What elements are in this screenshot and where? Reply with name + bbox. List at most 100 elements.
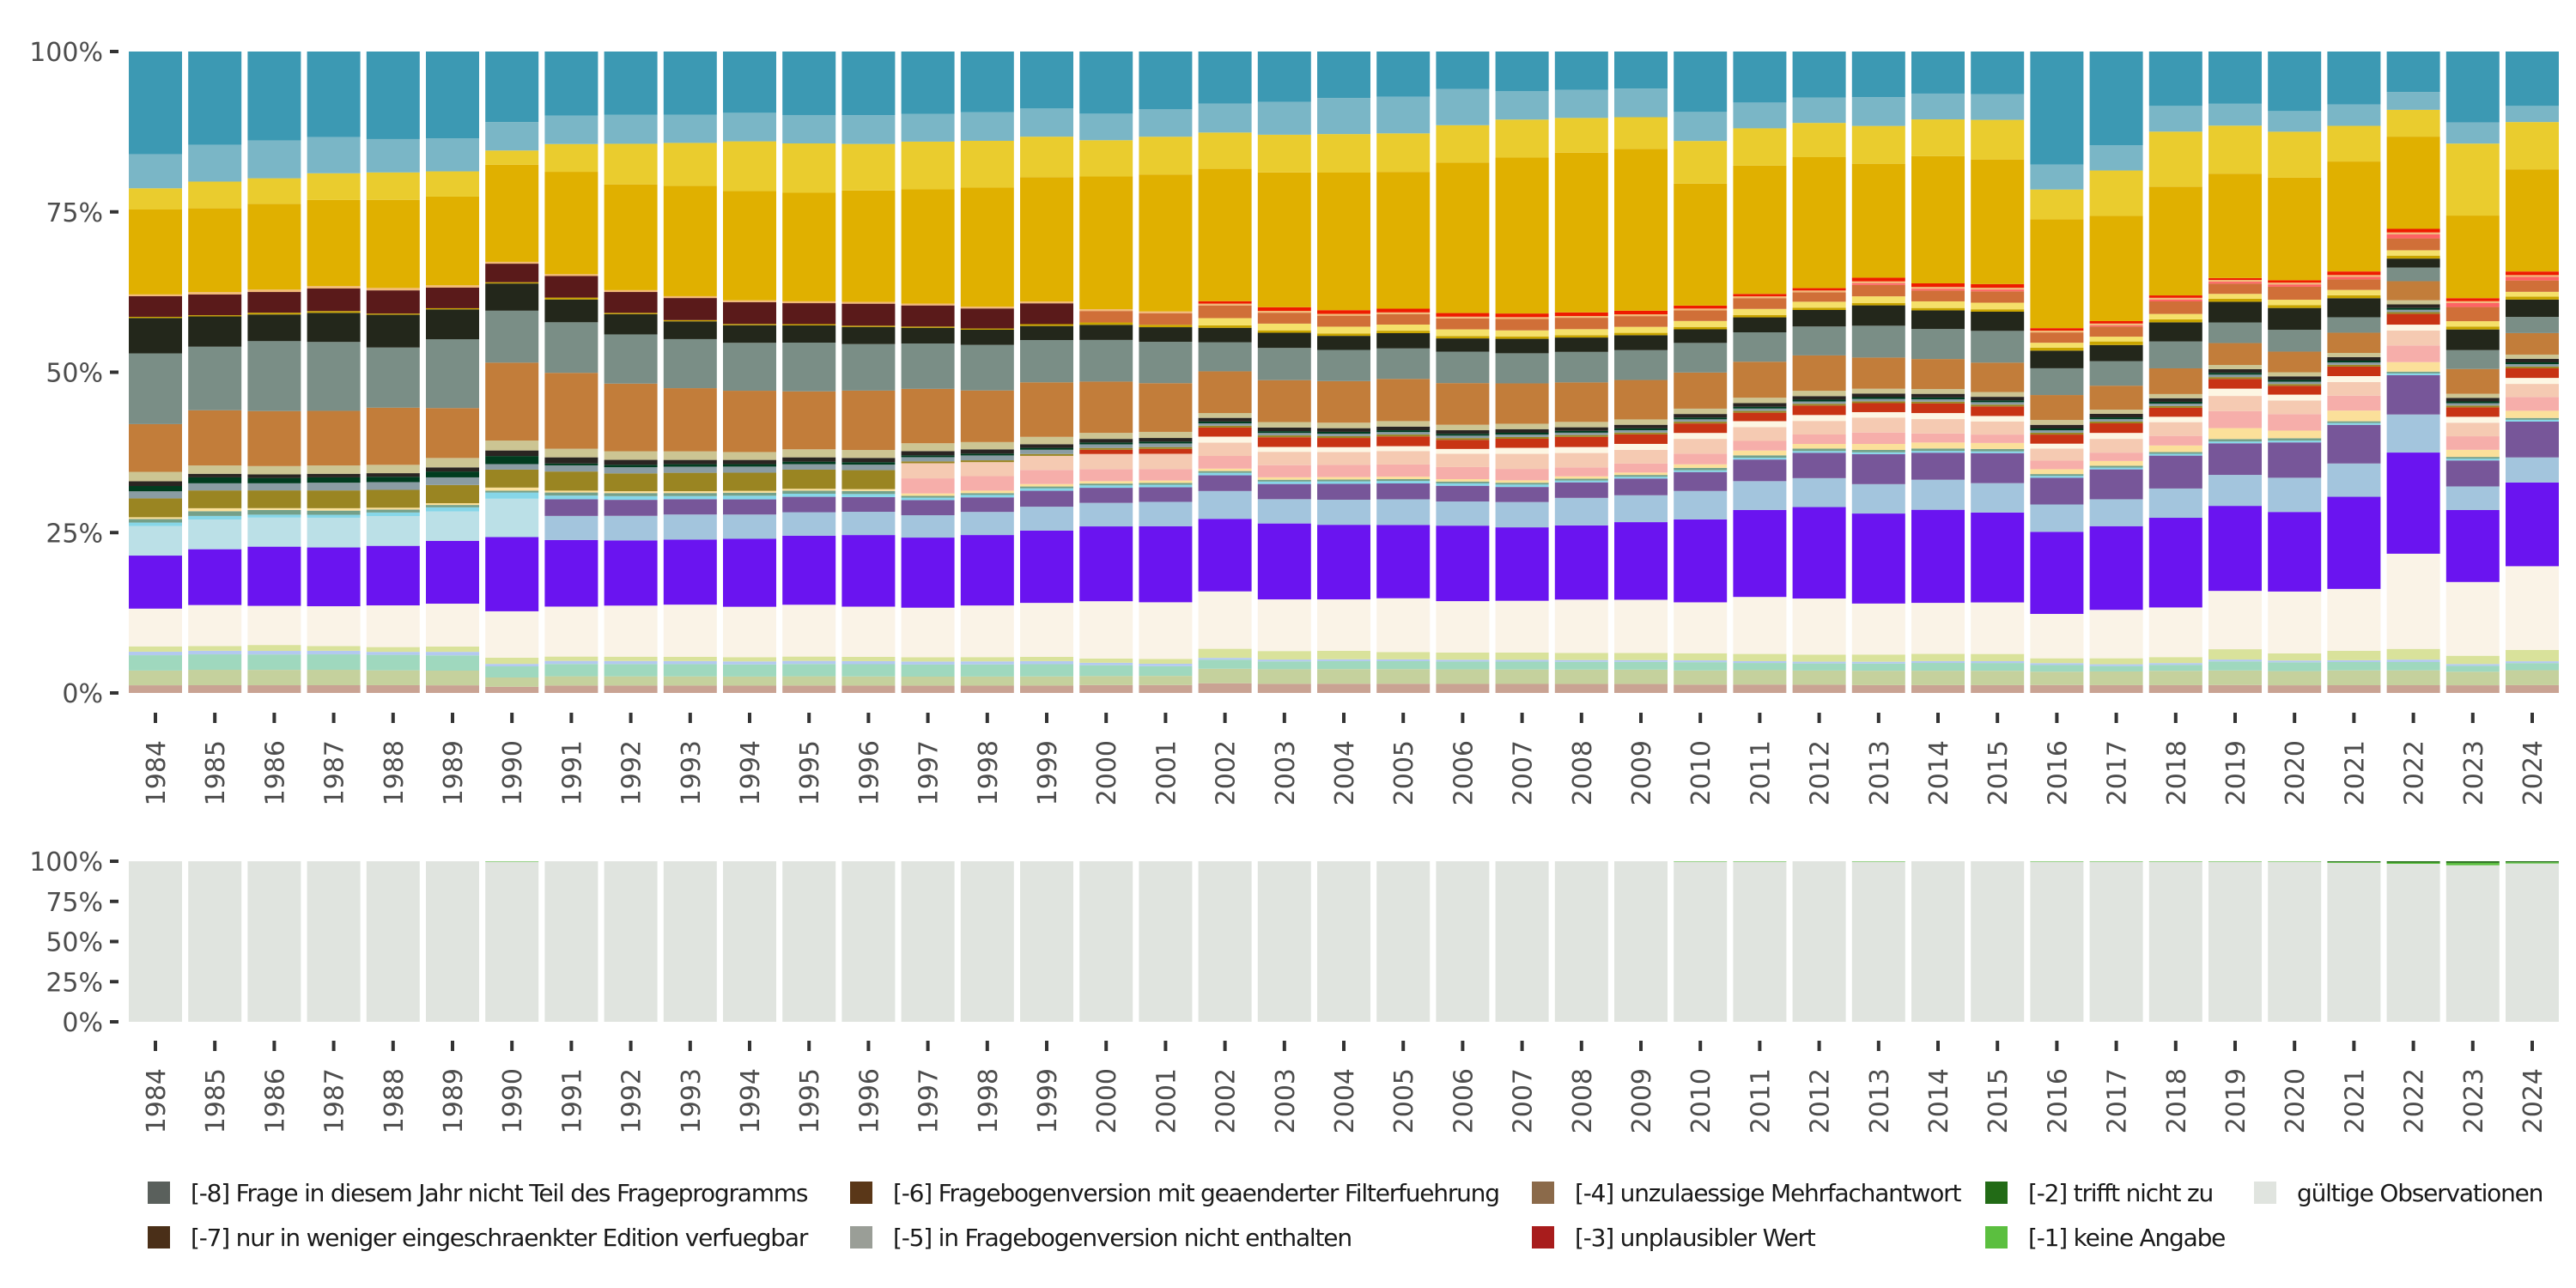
top-segment-cat-08 xyxy=(307,517,361,548)
top-segment-cat-11 xyxy=(1436,483,1490,486)
top-segment-cat-28 xyxy=(1317,315,1370,327)
top-segment-cat-36 xyxy=(841,52,896,116)
top-segment-cat-26 xyxy=(1198,325,1252,328)
top-segment-cat-31 xyxy=(2445,301,2500,303)
top-segment-cat-10 xyxy=(1436,485,1490,502)
top-bar-2024 xyxy=(2506,52,2559,693)
top-segment-cat-28 xyxy=(1971,291,2025,303)
top-segment-cat-32 xyxy=(1436,313,1490,317)
top-segment-cat-24 xyxy=(2030,368,2084,396)
bottom-x-tick-label: 2020 xyxy=(2281,1068,2311,1133)
top-segment-cat-35 xyxy=(2148,106,2202,132)
top-segment-cat-27 xyxy=(1554,329,1608,336)
top-segment-cat-34 xyxy=(841,143,896,191)
top-segment-cat-21 xyxy=(723,459,776,465)
top-segment-cat-34 xyxy=(426,171,479,197)
top-segment-cat-01 xyxy=(1614,683,1668,693)
top-segment-cat-21 xyxy=(1674,414,1728,418)
top-segment-cat-11 xyxy=(1851,452,1905,454)
top-segment-cat-25 xyxy=(188,316,242,347)
top-segment-cat-36 xyxy=(1495,52,1549,92)
top-segment-cat-18 xyxy=(1198,425,1252,428)
top-segment-cat-22 xyxy=(1257,422,1311,428)
top-segment-cat-11 xyxy=(426,507,479,512)
top-segment-cat-21 xyxy=(2445,398,2500,402)
top-segment-cat-23 xyxy=(544,373,598,449)
top-segment-cat-10 xyxy=(1733,459,1787,482)
top-bar-2022 xyxy=(2386,52,2440,693)
bottom-bar-2000 xyxy=(1079,861,1133,1022)
top-segment-cat-27 xyxy=(1971,302,2025,310)
top-segment-cat-04 xyxy=(1079,662,1133,665)
top-segment-cat-24 xyxy=(723,343,776,392)
top-segment-cat-32 xyxy=(1971,283,2025,289)
top-segment-cat-14 xyxy=(2030,460,2084,470)
bottom-x-tick-label: 2000 xyxy=(1092,1068,1122,1133)
top-segment-cat-04 xyxy=(129,651,182,656)
top-segment-cat-20 xyxy=(1971,400,2025,403)
top-bar-1997 xyxy=(901,52,955,693)
top-segment-cat-23 xyxy=(1851,357,1905,389)
top-segment-cat-11 xyxy=(782,493,836,497)
top-segment-cat-05 xyxy=(1554,653,1608,660)
top-bar-2023 xyxy=(2445,52,2500,693)
top-segment-cat-36 xyxy=(2208,52,2262,104)
top-segment-cat-12 xyxy=(2445,457,2500,459)
top-segment-cat-29 xyxy=(1911,289,1965,291)
top-segment-cat-27 xyxy=(1317,326,1370,334)
top-segment-cat-23 xyxy=(2089,386,2143,410)
bottom-x-tick-label: 2006 xyxy=(1449,1068,1479,1133)
top-segment-cat-06 xyxy=(366,605,420,647)
top-bar-2019 xyxy=(2208,52,2262,693)
top-segment-cat-30 xyxy=(307,288,361,312)
top-segment-cat-31 xyxy=(1257,311,1311,313)
top-segment-cat-06 xyxy=(1971,602,2025,654)
top-segment-cat-05 xyxy=(841,656,896,661)
top-segment-cat-05 xyxy=(2506,649,2559,662)
top-segment-cat-31 xyxy=(663,295,717,299)
top-segment-cat-04 xyxy=(366,652,420,655)
top-segment-cat-34 xyxy=(604,143,658,185)
top-segment-cat-21 xyxy=(960,449,1014,454)
top-segment-cat-34 xyxy=(2030,189,2084,220)
bottom-panel-missing-codes: 0%25%50%75%100%1984 1985 1986 1987 1988 1989 1… xyxy=(29,848,2559,1133)
top-segment-cat-22 xyxy=(2089,410,2143,414)
top-segment-cat-21 xyxy=(1436,430,1490,434)
top-segment-cat-15 xyxy=(1079,453,1133,470)
top-segment-cat-11 xyxy=(129,522,182,526)
top-segment-cat-16 xyxy=(1733,421,1787,428)
top-x-tick-label: 2016 xyxy=(2043,740,2073,805)
bottom-bar-1988 xyxy=(366,861,420,1022)
top-segment-cat-26 xyxy=(960,328,1014,330)
top-segment-cat-15 xyxy=(2030,448,2084,461)
top-segment-cat-31 xyxy=(1911,287,1965,289)
bottom-bar-2007 xyxy=(1495,861,1549,1022)
legend-label-minus3: [-3] unplausibler Wert xyxy=(1575,1223,1816,1252)
top-segment-cat-01 xyxy=(1851,684,1905,693)
top-segment-cat-05 xyxy=(782,656,836,661)
top-segment-cat-31 xyxy=(2386,232,2440,234)
top-segment-cat-06 xyxy=(960,605,1014,658)
top-segment-cat-21 xyxy=(1020,444,1073,448)
top-segment-cat-16 xyxy=(2327,376,2381,382)
top-segment-cat-31 xyxy=(723,300,776,302)
top-segment-cat-03 xyxy=(1436,661,1490,670)
top-segment-cat-05 xyxy=(1376,652,1431,659)
top-segment-cat-13 xyxy=(782,489,836,491)
top-segment-cat-03 xyxy=(1971,663,2025,671)
bottom-bar-2015 xyxy=(1971,861,2025,1022)
top-segment-cat-03 xyxy=(426,655,479,671)
top-segment-cat-12 xyxy=(366,509,420,513)
top-segment-cat-36 xyxy=(426,52,479,139)
top-segment-cat-16 xyxy=(1971,416,2025,422)
top-segment-cat-28 xyxy=(1674,310,1728,321)
top-segment-cat-08 xyxy=(129,526,182,556)
top-segment-cat-21 xyxy=(426,467,479,472)
top-segment-cat-31 xyxy=(1792,290,1846,293)
top-segment-cat-19 xyxy=(2030,430,2084,433)
top-x-tick-label: 2000 xyxy=(1092,740,1122,805)
top-segment-cat-05 xyxy=(1139,659,1193,664)
top-segment-cat-18 xyxy=(841,470,896,489)
top-segment-cat-22 xyxy=(1495,423,1549,429)
top-segment-cat-28 xyxy=(2148,301,2202,314)
